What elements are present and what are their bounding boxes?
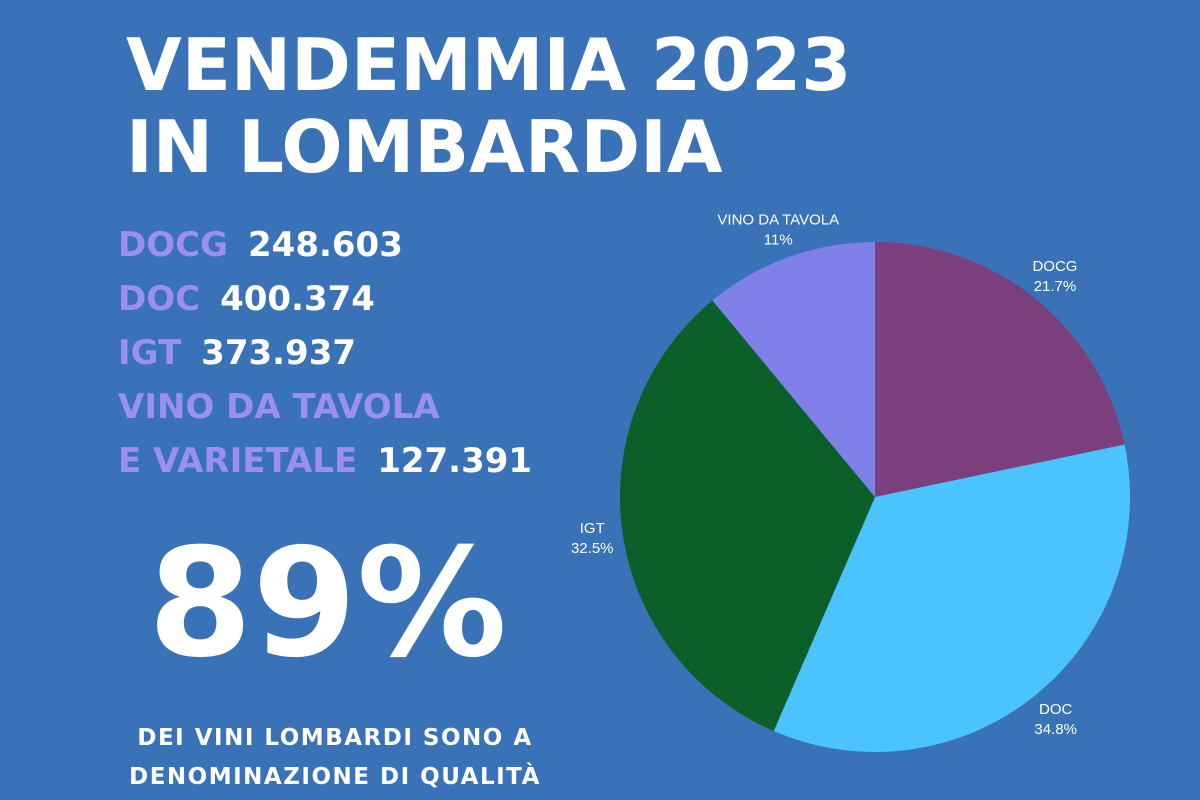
title-line: VENDEMMIA 2023	[126, 23, 851, 107]
slice-value-label: 34.8%	[1034, 721, 1077, 738]
stat-label: VINO DA TAVOLA	[118, 387, 440, 427]
title-line: IN LOMBARDIA	[126, 105, 723, 189]
stat-label: E VARIETALE	[118, 441, 357, 481]
pie-slice	[620, 300, 875, 732]
slice-label: DOC	[1039, 701, 1073, 718]
highlight-value: 89%	[148, 517, 507, 691]
slice-value-label: 11%	[764, 231, 793, 248]
slice-label: IGT	[580, 520, 605, 537]
slice-value-label: 32.5%	[571, 540, 614, 557]
slice-value-label: 21.7%	[1034, 278, 1077, 295]
highlight-caption: DEI VINI LOMBARDI SONO A	[137, 725, 532, 751]
stat-value: 373.937	[201, 333, 356, 373]
stat-label: IGT	[118, 333, 182, 373]
stat-value: 248.603	[248, 225, 403, 265]
pie-slice	[875, 242, 1125, 497]
stat-value: 127.391	[377, 441, 532, 481]
highlight-caption: DENOMINAZIONE DI QUALITÀ	[129, 762, 541, 790]
stat-value: 400.374	[220, 279, 375, 319]
stat-label: DOC	[118, 279, 200, 319]
slice-label: DOCG	[1032, 258, 1077, 275]
slice-label: VINO DA TAVOLA	[717, 211, 839, 228]
pie-slice	[712, 242, 875, 497]
stat-label: DOCG	[118, 225, 228, 265]
pie-slice	[773, 444, 1130, 752]
